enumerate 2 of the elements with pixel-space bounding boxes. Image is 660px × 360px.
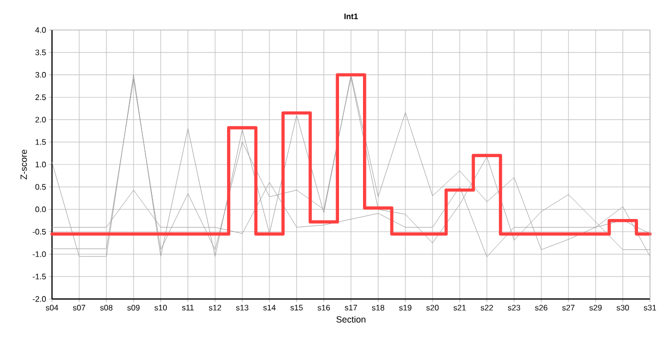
x-axis-title: Section [336,316,366,323]
y-axis-title: Z-score [20,150,27,180]
